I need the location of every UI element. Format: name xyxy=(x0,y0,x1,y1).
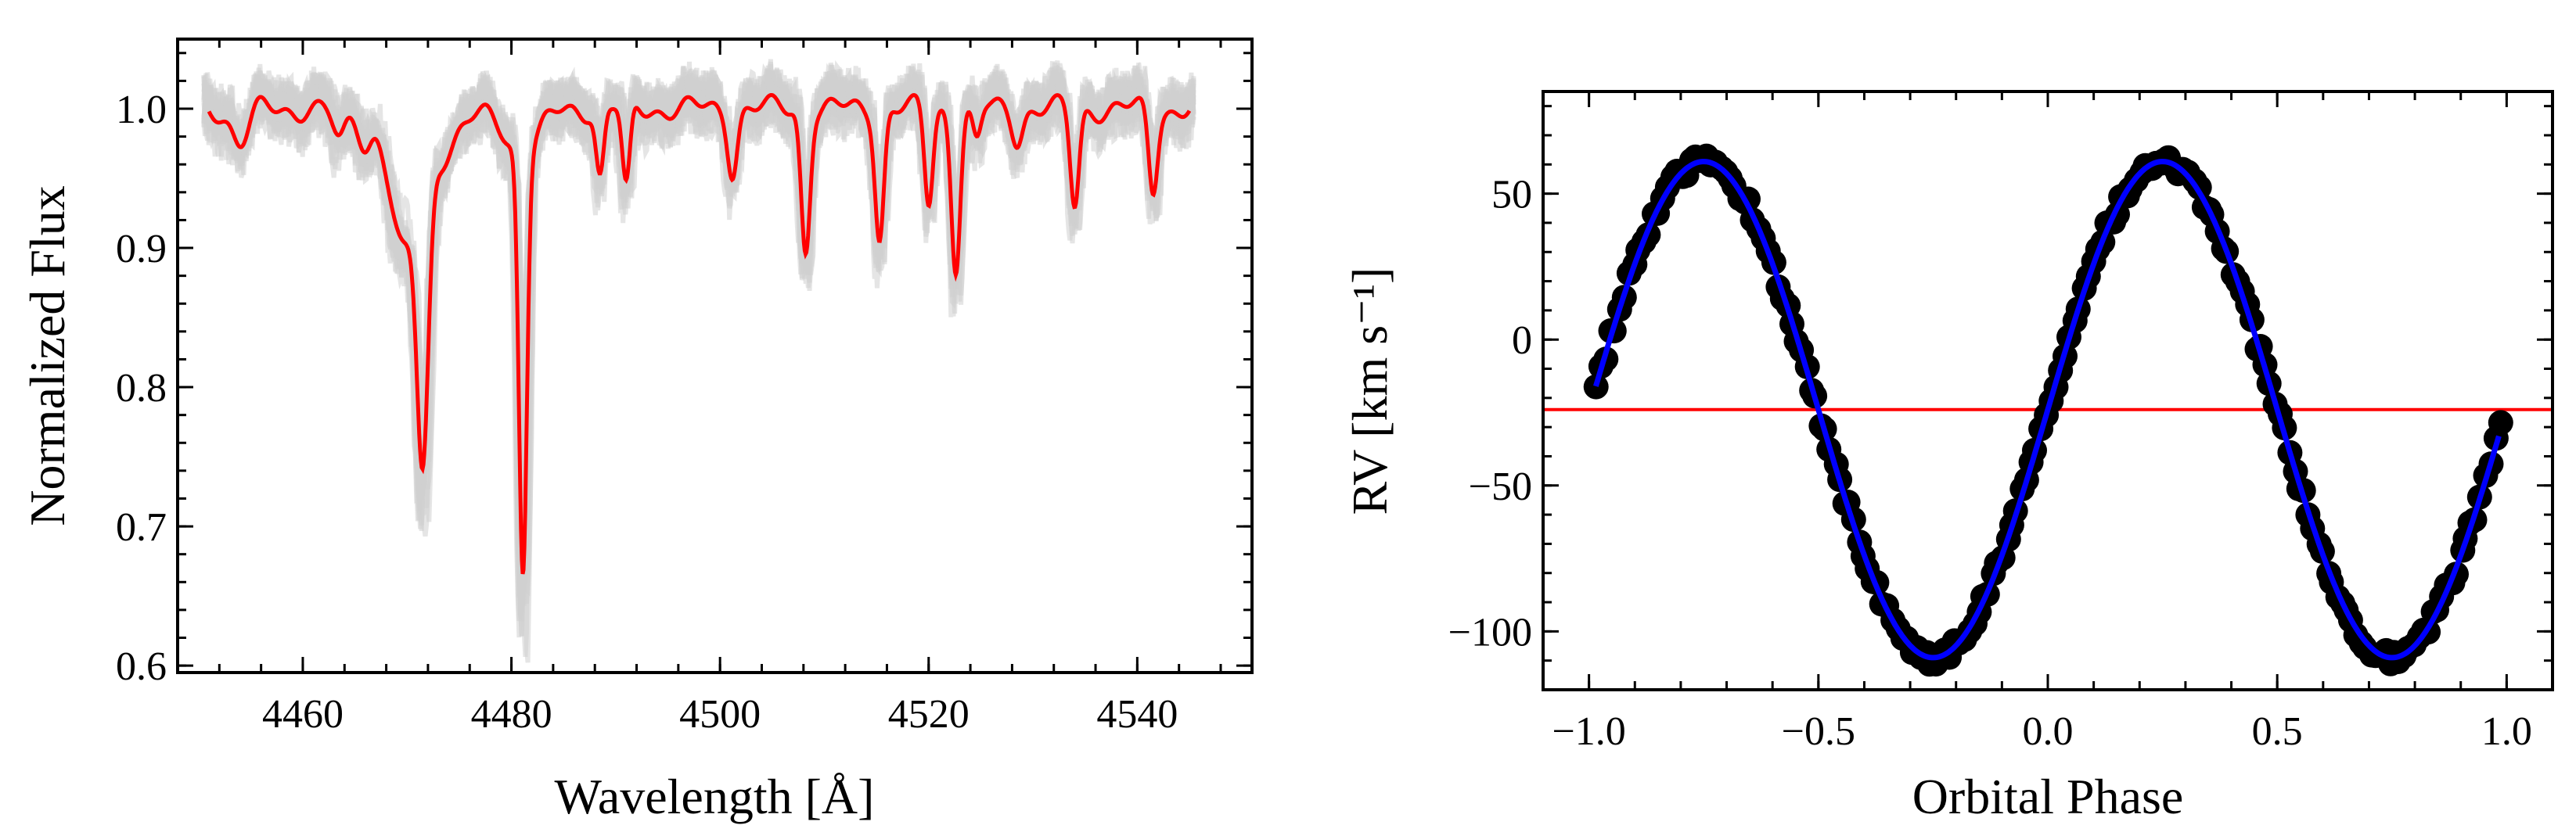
rv-y-tick-labels: −100 −50 0 50 xyxy=(1448,173,1532,655)
spectrum-y-tick-label: 0.9 xyxy=(116,227,167,271)
rv-point xyxy=(2488,410,2513,436)
rv-frame xyxy=(1542,90,2554,691)
spectrum-y-tick-label: 0.6 xyxy=(116,644,167,689)
spectrum-x-tick-label: 4480 xyxy=(471,692,552,737)
individual-spectrum xyxy=(201,66,1196,558)
individual-spectrum xyxy=(201,80,1196,622)
spectrum-x-tick-label: 4540 xyxy=(1096,692,1178,737)
rv-x-axis-label: Orbital Phase xyxy=(1912,769,2184,824)
spectrum-x-tick-label: 4460 xyxy=(262,692,344,737)
rv-x-tick-label: 0.0 xyxy=(2023,709,2074,754)
individual-spectrum xyxy=(201,81,1196,622)
rv-panel: −1.0 −0.5 0.0 0.5 1.0 −100 −50 0 50 Orbital Pha… xyxy=(1342,90,2554,824)
mean-spectrum-line xyxy=(207,92,1192,575)
rv-y-axis-label: RV [km s⁻¹] xyxy=(1342,267,1398,515)
spectrum-x-tick-label: 4520 xyxy=(888,692,970,737)
rv-y-tick-label: −100 xyxy=(1448,610,1532,655)
spectrum-y-tick-label: 0.8 xyxy=(116,366,167,411)
rv-model-curve xyxy=(1593,159,2502,661)
rv-x-tick-labels: −1.0 −0.5 0.0 0.5 1.0 xyxy=(1552,709,2531,754)
rv-x-tick-label: −1.0 xyxy=(1552,709,1625,754)
spectrum-y-tick-labels: 0.6 0.7 0.8 0.9 1.0 xyxy=(116,88,167,689)
rv-y-tick-label: 0 xyxy=(1512,318,1532,363)
rv-y-tick-label: 50 xyxy=(1491,173,1532,217)
spectrum-frame xyxy=(176,38,1254,674)
spectrum-y-axis-label: Normalized Flux xyxy=(20,185,75,526)
rv-point xyxy=(1583,374,1609,400)
rv-x-tick-label: −0.5 xyxy=(1782,709,1855,754)
individual-spectra xyxy=(201,59,1196,663)
spectrum-x-tick-label: 4500 xyxy=(679,692,761,737)
rv-x-tick-label: 0.5 xyxy=(2252,709,2303,754)
rv-y-tick-label: −50 xyxy=(1469,465,1532,509)
spectrum-panel: 4460 4480 4500 4520 4540 0.6 0.7 0.8 0.9 1.0 Wav… xyxy=(20,38,1254,824)
rv-x-tick-label: 1.0 xyxy=(2481,709,2532,754)
spectrum-x-axis-label: Wavelength [Å] xyxy=(555,769,875,824)
spectrum-y-tick-label: 0.7 xyxy=(116,505,167,550)
individual-spectrum xyxy=(201,83,1196,619)
spectrum-y-tick-label: 1.0 xyxy=(116,88,167,132)
spectrum-x-tick-labels: 4460 4480 4500 4520 4540 xyxy=(262,692,1178,737)
